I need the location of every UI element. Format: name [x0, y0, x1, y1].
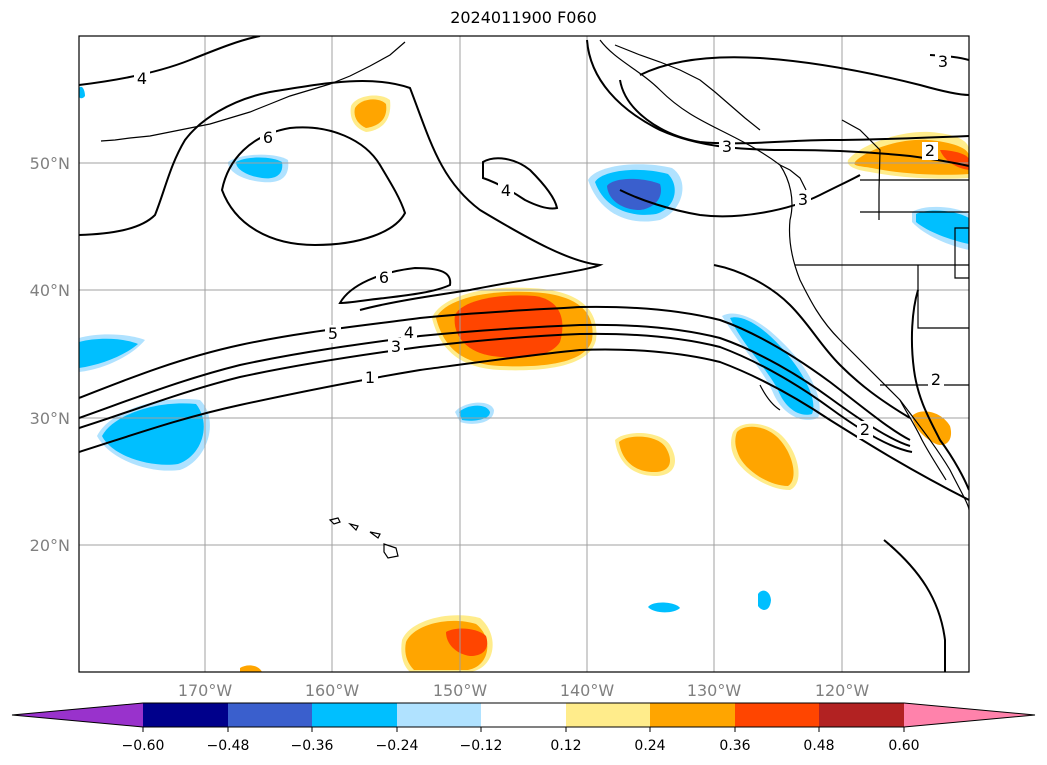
- lat-label: 20°N: [30, 536, 70, 555]
- lon-label: 140°W: [560, 681, 615, 700]
- contour-label: 6: [263, 128, 273, 147]
- contour-label: 6: [379, 268, 389, 287]
- coastlines: [599, 39, 969, 511]
- lon-label: 120°W: [815, 681, 870, 700]
- contour-label: 5: [328, 324, 338, 343]
- colorbar-segment: [819, 703, 904, 727]
- lat-label: 50°N: [30, 154, 70, 173]
- colorbar-segment: [735, 703, 819, 727]
- contour-label: 3: [798, 190, 808, 209]
- colorbar-tick-label: 0.24: [634, 738, 665, 754]
- contour-label: 2: [925, 141, 935, 160]
- colorbar-tick-label: −0.60: [122, 738, 165, 754]
- colorbar-segment: [481, 703, 566, 727]
- contour-label: 3: [391, 337, 401, 356]
- map-frame: [78, 35, 970, 673]
- contour-label: 2: [860, 420, 870, 439]
- contour-label: 4: [137, 69, 147, 88]
- contour-label-layer: 4 6 6 4 5 4 3 1 3 2 3 2 2 3: [136, 52, 949, 439]
- map-area: 4 6 6 4 5 4 3 1 3 2 3 2 2 3: [79, 36, 969, 672]
- longitude-labels: 170°W 160°W 150°W 140°W 130°W 120°W: [178, 681, 870, 700]
- lat-label: 30°N: [30, 409, 70, 428]
- colorbar-tick-label: −0.48: [207, 738, 250, 754]
- colorbar-tick-label: 0.60: [888, 738, 919, 754]
- colorbar-segment: [397, 703, 481, 727]
- contour-label: 3: [938, 52, 948, 71]
- lon-label: 130°W: [687, 681, 742, 700]
- lat-label: 40°N: [30, 281, 70, 300]
- colorbar-tick-label: 0.36: [719, 738, 750, 754]
- colorbar-tick-label: −0.12: [460, 738, 503, 754]
- colorbar-segment: [228, 703, 312, 727]
- colorbar-min-extend: [12, 703, 143, 727]
- colorbar-tick-label: −0.36: [291, 738, 334, 754]
- islands: [100, 41, 406, 559]
- contour-label: 2: [931, 370, 941, 389]
- colorbar-segment: [143, 703, 228, 727]
- lon-label: 160°W: [305, 681, 360, 700]
- colorbar: −0.60 −0.48 −0.36 −0.24 −0.12 0.12 0.24 …: [11, 702, 1036, 754]
- colorbar-segment: [650, 703, 735, 727]
- lon-label: 150°W: [433, 681, 488, 700]
- colorbar-segment: [566, 703, 650, 727]
- contour-label: 4: [404, 323, 414, 342]
- colorbar-ticks: [142, 727, 905, 732]
- colorbar-tick-label: −0.24: [376, 738, 419, 754]
- contour-label: 4: [501, 181, 511, 200]
- map-title: 2024011900 F060: [450, 8, 597, 27]
- colorbar-max-extend: [904, 703, 1035, 727]
- colorbar-segment: [312, 703, 397, 727]
- contour-label: 1: [365, 368, 375, 387]
- latitude-labels: 50°N 40°N 30°N 20°N: [30, 154, 70, 555]
- lon-label: 170°W: [178, 681, 233, 700]
- anomaly-fills: [79, 86, 969, 672]
- contour-label: 3: [722, 137, 732, 156]
- colorbar-tick-label: 0.48: [803, 738, 834, 754]
- colorbar-tick-label: 0.12: [550, 738, 581, 754]
